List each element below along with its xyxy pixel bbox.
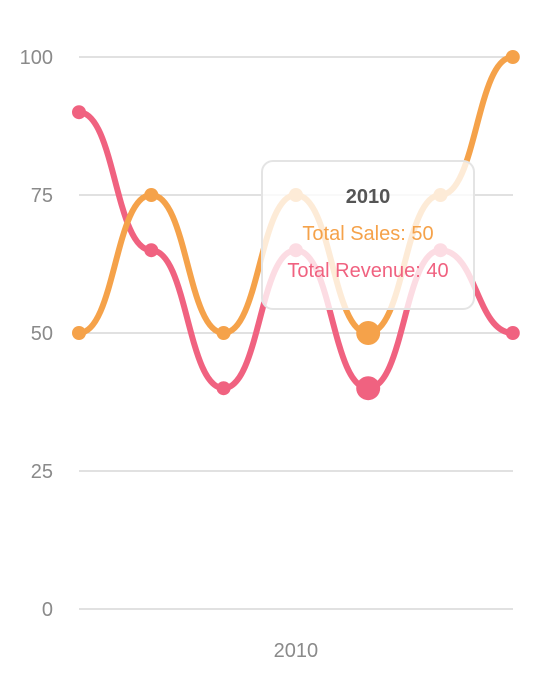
data-point[interactable] xyxy=(505,326,520,340)
x-axis: 2010 xyxy=(274,640,319,662)
y-tick-label: 0 xyxy=(42,599,53,621)
data-point[interactable] xyxy=(505,50,520,64)
highlighted-data-point[interactable] xyxy=(356,321,381,345)
y-axis: 0 25 50 75 100 xyxy=(20,47,53,621)
data-point[interactable] xyxy=(144,188,159,202)
y-tick-label: 50 xyxy=(31,323,53,345)
tooltip-total-revenue: Total Revenue: 40 xyxy=(287,260,449,282)
x-tick-label: 2010 xyxy=(274,640,319,662)
y-tick-label: 100 xyxy=(20,47,53,69)
data-point[interactable] xyxy=(216,326,231,340)
chart-tooltip: 2010 Total Sales: 50 Total Revenue: 40 xyxy=(261,160,475,310)
tooltip-title: 2010 xyxy=(345,186,391,208)
y-tick-label: 25 xyxy=(31,461,53,483)
highlighted-data-point[interactable] xyxy=(356,376,381,401)
data-point[interactable] xyxy=(144,243,159,258)
data-point[interactable] xyxy=(216,381,231,396)
grid xyxy=(79,56,513,610)
data-point[interactable] xyxy=(72,326,86,340)
tooltip-total-sales: Total Sales: 50 xyxy=(302,223,434,245)
data-point[interactable] xyxy=(72,105,86,120)
y-tick-label: 75 xyxy=(31,185,53,207)
